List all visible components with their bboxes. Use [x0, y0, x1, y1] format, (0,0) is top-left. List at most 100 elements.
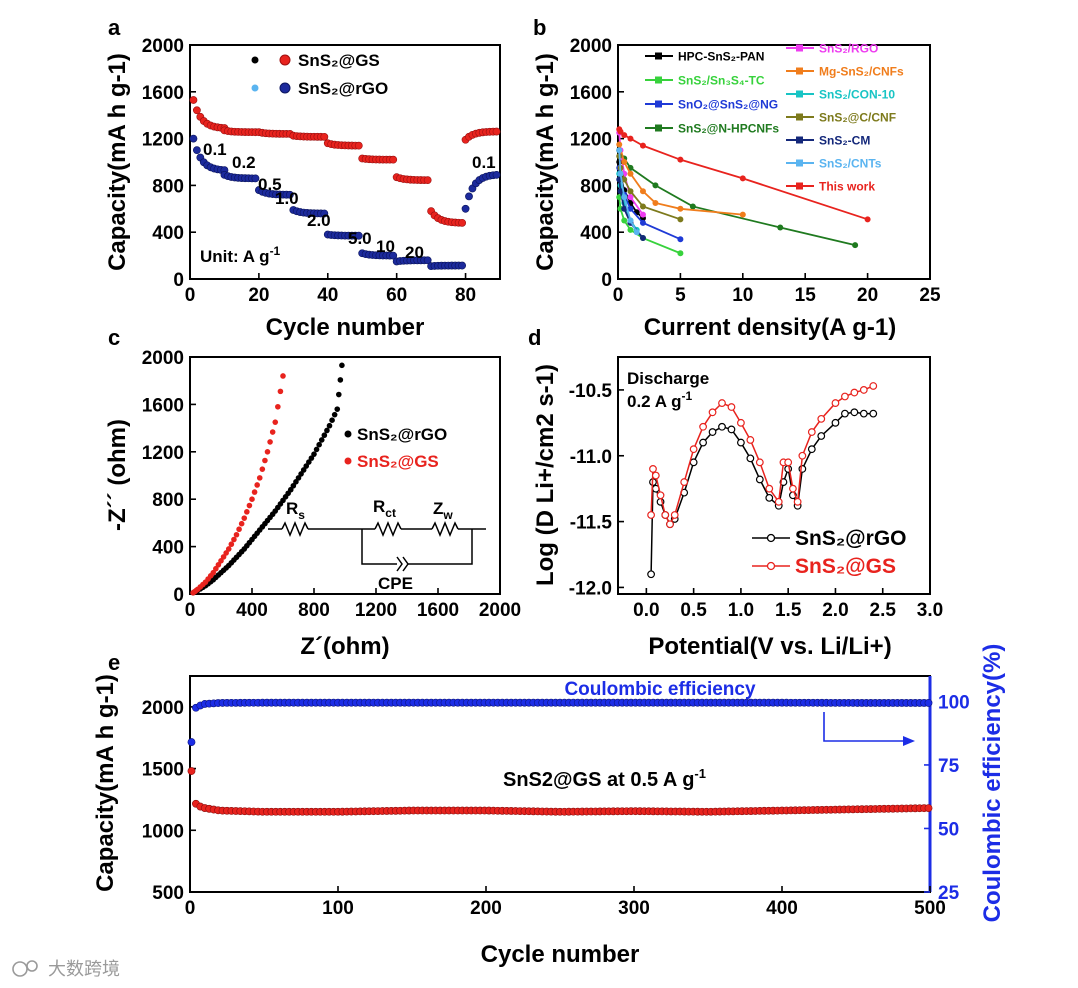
a-x-tick-label: 80: [455, 285, 476, 306]
circuit-label-rct: Rct: [373, 497, 396, 520]
d-point-sns2gs: [784, 458, 793, 467]
c-point-sns2rgo: [306, 459, 312, 465]
b-legend-marker: [796, 136, 803, 144]
d-point-sns2rgo: [746, 454, 755, 463]
c-y-tick-label: 2000: [142, 348, 184, 369]
b-x-tick-label: 25: [919, 285, 941, 306]
b-legend-marker: [796, 113, 803, 121]
a-rate-label: 0.1: [203, 140, 227, 159]
d-point-sns2gs: [746, 436, 755, 444]
c-point-sns2gs: [210, 569, 217, 576]
a-y-tick-label: 1200: [142, 130, 184, 151]
c-point-sns2gs: [249, 496, 255, 503]
d-point-sns2gs: [727, 403, 736, 411]
d-point-sns2rgo: [699, 438, 707, 447]
b-legend-marker: [655, 100, 662, 108]
d-point-sns2gs: [708, 408, 717, 417]
cpe-plate-right: [402, 556, 409, 572]
c-point-sns2rgo: [303, 463, 310, 469]
c-x-tick-label: 1600: [417, 600, 459, 621]
a-x-tick-label: 0: [185, 285, 196, 306]
b-point-sns2nhpcnfs: [777, 224, 784, 231]
panel-label-d: d: [528, 325, 541, 350]
c-point-sns2gs: [236, 526, 242, 533]
e-y-tick-label: 500: [152, 883, 184, 904]
d-note-line1: Discharge: [627, 369, 709, 388]
c-point-sns2gs: [223, 550, 229, 556]
b-legend-label: Mg-SnS₂/CNFs: [819, 65, 904, 79]
a-point-sns2rgo: [458, 261, 467, 270]
c-point-sns2gs: [264, 449, 271, 455]
d-point-sns2gs: [798, 451, 807, 460]
d-point-sns2gs: [689, 445, 698, 454]
c-point-sns2rgo: [308, 455, 315, 461]
b-point-thiswork: [621, 132, 628, 139]
c-point-sns2gs: [280, 373, 286, 379]
a-rate-label: 2.0: [307, 211, 331, 230]
c-point-sns2gs: [254, 482, 260, 488]
d-point-sns2gs: [647, 511, 655, 519]
d-point-sns2rgo: [708, 428, 717, 436]
d-point-sns2rgo: [755, 475, 764, 484]
panel-label-e: e: [108, 650, 120, 675]
b-legend-marker: [655, 124, 662, 132]
a-legend-marker-gs-black: [251, 56, 259, 64]
b-legend-marker: [796, 44, 803, 52]
b-point-sns2rgo: [639, 211, 646, 218]
a-point-sns2rgo: [389, 251, 398, 260]
a-rate-label: 0.1: [472, 153, 496, 172]
c-point-sns2rgo: [339, 362, 345, 369]
c-x-tick-label: 0: [185, 600, 196, 621]
c-point-sns2gs: [231, 536, 237, 543]
d-point-sns2gs: [859, 386, 868, 394]
e-ce-point: [924, 699, 933, 707]
d-legend-label-rgo: SnS₂@rGO: [795, 527, 907, 550]
b-x-tick-label: 0: [613, 285, 624, 306]
a-rate-label: 10: [376, 237, 395, 256]
c-legend: SnS₂@rGO SnS₂@GS: [344, 425, 447, 471]
b-point-sns2cnts: [616, 147, 623, 154]
a-unit-note: Unit: A g-1: [200, 244, 281, 266]
e-ce-arrow-line: [823, 712, 905, 742]
b-point-sns2cm: [617, 188, 624, 195]
b-point-thiswork: [627, 135, 634, 142]
b-y-tick-label: 1600: [570, 83, 612, 104]
b-legend-marker: [796, 90, 803, 98]
b-legend-marker: [655, 52, 662, 60]
d-legend-marker-rgo: [766, 533, 776, 543]
watermark-text: 大数跨境: [48, 959, 120, 980]
e-x-tick-label: 500: [914, 898, 946, 919]
d-point-sns2rgo: [841, 409, 849, 418]
b-y-tick-label: 400: [580, 223, 612, 244]
d-y-tick-label: -10.5: [569, 381, 613, 402]
a-point-sns2rgo: [354, 231, 363, 240]
d-point-sns2gs: [649, 465, 657, 473]
d-point-sns2rgo: [817, 432, 826, 440]
b-legend-marker: [796, 159, 803, 167]
b-point-sns2nhpcnfs: [689, 203, 696, 210]
e-annotation: SnS2@GS at 0.5 A g-1: [503, 766, 706, 791]
b-point-thiswork: [739, 175, 746, 182]
b-point-sno2sns2ng: [639, 219, 646, 226]
b-point-sns2cnts: [633, 229, 640, 236]
a-legend: SnS₂@GS SnS₂@rGO: [251, 51, 388, 98]
b-point-thiswork: [639, 142, 646, 149]
b-point-mgsns2cnfs: [652, 199, 659, 206]
c-point-sns2rgo: [337, 377, 344, 383]
b-x-tick-label: 5: [675, 285, 686, 306]
a-x-tick-label: 60: [386, 285, 407, 306]
d-point-sns2gs: [831, 399, 840, 407]
a-point-sns2rgo: [251, 174, 260, 183]
c-point-sns2gs: [218, 558, 224, 564]
e-y-tick-label: 1500: [142, 760, 184, 781]
a-x-tick-label: 20: [248, 285, 269, 306]
d-x-tick-label: 0.0: [633, 600, 659, 621]
e-y2-tick-label: 50: [938, 819, 959, 840]
d-point-sns2rgo: [737, 438, 745, 447]
b-legend-marker: [796, 182, 803, 190]
c-point-sns2gs: [241, 515, 248, 521]
d-x-tick-label: 1.0: [728, 600, 754, 621]
c-legend-marker-gs: [344, 457, 352, 465]
e-y2-tick-label: 75: [938, 756, 960, 777]
b-point-mgsns2cnfs: [739, 211, 746, 218]
